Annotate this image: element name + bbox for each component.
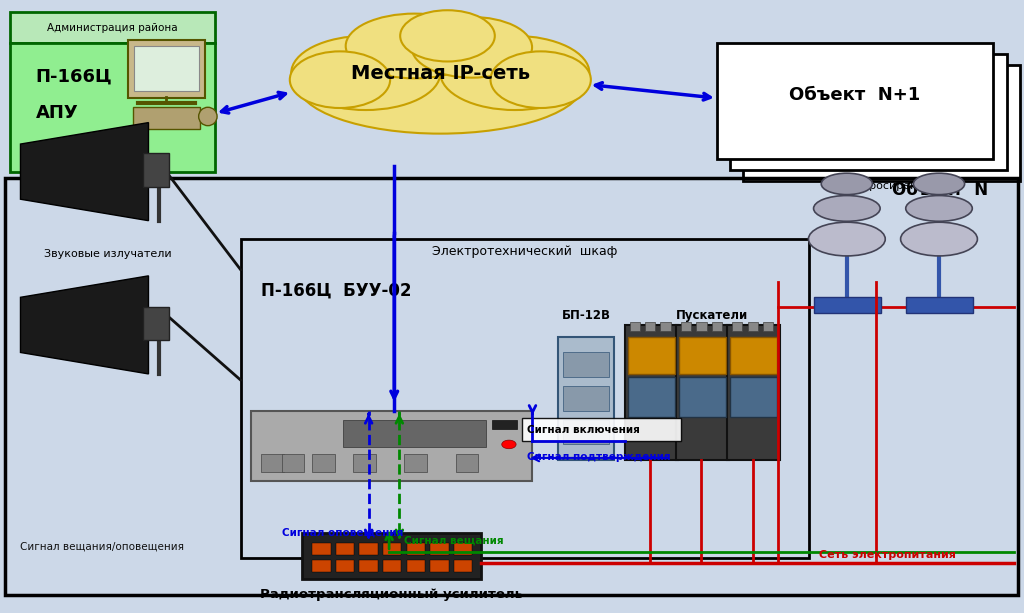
FancyBboxPatch shape: [730, 377, 777, 417]
Polygon shape: [20, 123, 148, 221]
FancyBboxPatch shape: [625, 325, 678, 460]
Text: П-166Ц: П-166Ц: [36, 67, 113, 86]
FancyBboxPatch shape: [679, 377, 726, 417]
Ellipse shape: [199, 107, 217, 126]
FancyBboxPatch shape: [630, 322, 640, 331]
FancyBboxPatch shape: [558, 337, 614, 460]
Text: Сигнал подтверждения: Сигнал подтверждения: [527, 452, 671, 462]
Text: АПУ: АПУ: [36, 104, 79, 123]
FancyBboxPatch shape: [717, 43, 993, 159]
Ellipse shape: [821, 173, 872, 195]
FancyBboxPatch shape: [727, 325, 780, 460]
Ellipse shape: [814, 196, 881, 221]
FancyBboxPatch shape: [336, 560, 354, 572]
Text: Администрация района: Администрация района: [47, 23, 178, 32]
FancyBboxPatch shape: [407, 543, 425, 555]
FancyBboxPatch shape: [492, 420, 517, 429]
Polygon shape: [20, 276, 148, 374]
FancyBboxPatch shape: [10, 43, 215, 172]
Text: Сеть электропитания: Сеть электропитания: [819, 550, 956, 560]
FancyBboxPatch shape: [143, 306, 169, 340]
Text: Пускатели: Пускатели: [676, 309, 749, 322]
Ellipse shape: [400, 10, 495, 61]
FancyBboxPatch shape: [430, 560, 449, 572]
FancyBboxPatch shape: [302, 533, 481, 579]
FancyBboxPatch shape: [906, 297, 973, 313]
FancyBboxPatch shape: [814, 297, 881, 313]
Ellipse shape: [809, 223, 885, 256]
FancyBboxPatch shape: [563, 352, 609, 377]
Text: Сигнал вещания/оповещения: Сигнал вещания/оповещения: [20, 542, 184, 552]
FancyBboxPatch shape: [454, 560, 472, 572]
FancyBboxPatch shape: [407, 560, 425, 572]
FancyBboxPatch shape: [660, 322, 671, 331]
FancyBboxPatch shape: [143, 153, 169, 187]
FancyBboxPatch shape: [730, 337, 777, 374]
FancyBboxPatch shape: [359, 543, 378, 555]
FancyBboxPatch shape: [282, 454, 304, 472]
Text: Электросирены: Электросирены: [835, 181, 927, 191]
FancyBboxPatch shape: [645, 322, 655, 331]
FancyBboxPatch shape: [383, 543, 401, 555]
FancyBboxPatch shape: [343, 420, 486, 447]
Ellipse shape: [440, 36, 590, 110]
Ellipse shape: [906, 196, 973, 221]
Text: Сигнал включения: Сигнал включения: [527, 425, 640, 435]
Ellipse shape: [490, 51, 591, 108]
Ellipse shape: [412, 17, 532, 78]
FancyBboxPatch shape: [563, 386, 609, 411]
Text: Сигнал оповещения: Сигнал оповещения: [282, 528, 403, 538]
Ellipse shape: [291, 36, 440, 110]
Ellipse shape: [290, 51, 390, 108]
FancyBboxPatch shape: [454, 543, 472, 555]
FancyBboxPatch shape: [681, 322, 691, 331]
Text: Электротехнический  шкаф: Электротехнический шкаф: [432, 245, 617, 258]
FancyBboxPatch shape: [353, 454, 376, 472]
FancyBboxPatch shape: [359, 560, 378, 572]
FancyBboxPatch shape: [748, 322, 758, 331]
Circle shape: [502, 440, 516, 449]
Text: Объект  N: Объект N: [892, 181, 988, 199]
FancyBboxPatch shape: [383, 560, 401, 572]
FancyBboxPatch shape: [312, 543, 331, 555]
FancyBboxPatch shape: [732, 322, 742, 331]
FancyBboxPatch shape: [312, 560, 331, 572]
FancyBboxPatch shape: [430, 543, 449, 555]
FancyBboxPatch shape: [336, 543, 354, 555]
FancyBboxPatch shape: [730, 54, 1007, 170]
Ellipse shape: [297, 32, 584, 134]
Text: Местная IP-сеть: Местная IP-сеть: [351, 64, 529, 83]
FancyBboxPatch shape: [261, 454, 284, 472]
Text: Радиотрансляционный усилитель: Радиотрансляционный усилитель: [260, 588, 523, 601]
Text: П-166Ц  БУУ-02: П-166Ц БУУ-02: [261, 282, 412, 300]
Text: БП-12В: БП-12В: [562, 309, 610, 322]
Ellipse shape: [913, 173, 965, 195]
FancyBboxPatch shape: [628, 377, 675, 417]
FancyBboxPatch shape: [696, 322, 707, 331]
FancyBboxPatch shape: [404, 454, 427, 472]
Text: Звуковые излучатели: Звуковые излучатели: [44, 249, 171, 259]
FancyBboxPatch shape: [679, 337, 726, 374]
FancyBboxPatch shape: [251, 411, 532, 481]
FancyBboxPatch shape: [743, 65, 1020, 181]
FancyBboxPatch shape: [676, 325, 729, 460]
FancyBboxPatch shape: [563, 420, 609, 444]
Text: Объект  N+1: Объект N+1: [790, 86, 921, 104]
FancyBboxPatch shape: [128, 40, 205, 98]
FancyBboxPatch shape: [10, 12, 215, 43]
Text: Сигнал вещания: Сигнал вещания: [404, 536, 504, 546]
FancyBboxPatch shape: [456, 454, 478, 472]
FancyBboxPatch shape: [312, 454, 335, 472]
Ellipse shape: [901, 223, 977, 256]
FancyBboxPatch shape: [133, 107, 200, 129]
FancyBboxPatch shape: [134, 46, 199, 91]
FancyBboxPatch shape: [712, 322, 722, 331]
Ellipse shape: [346, 13, 483, 78]
FancyBboxPatch shape: [522, 418, 681, 441]
FancyBboxPatch shape: [763, 322, 773, 331]
FancyBboxPatch shape: [628, 337, 675, 374]
